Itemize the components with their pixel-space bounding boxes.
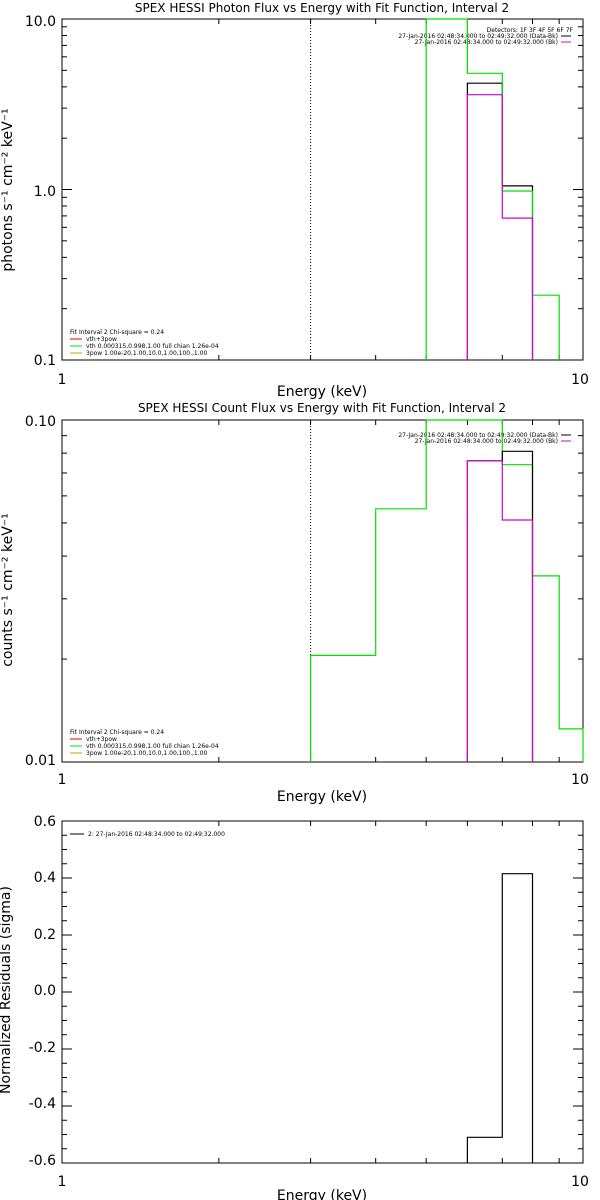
legend-entry: 27-Jan-2016 02:48:34.000 to 02:49:32.000… [415,438,558,445]
y-tick-label: 0.2 [34,927,56,943]
fit-info: vth+3pow [86,336,117,343]
y-tick-label: 0.4 [34,870,56,886]
data-series-line [466,460,534,762]
data-series-line [466,450,534,762]
legend-entry: 2: 27-Jan-2016 02:48:34.000 to 02:49:32.… [88,831,225,838]
plot-frame [61,419,584,763]
fit-info: vth 0.000315,0.998,1.00 full chian 1.26e… [86,343,219,350]
data-series-line [466,82,534,360]
legend-entry: 27-Jan-2016 02:48:34.000 to 02:49:32.000… [398,432,558,439]
fit-info: 3pow 1.00e-20,1.00,10.0,1.00,100.,1.00 [86,750,207,757]
x-axis-label: Energy (keV) [277,1188,367,1200]
x-axis-label: Energy (keV) [277,384,367,400]
y-tick-label: 0.6 [34,814,56,830]
y-tick-label: 0.1 [34,353,56,369]
x-tick-label: 1 [58,1174,67,1190]
data-series-line [466,94,534,360]
x-tick-label: 1 [58,772,67,788]
fit-info: vth 0.000315,0.998,1.00 full chian 1.26e… [86,743,219,750]
data-series-line [466,873,534,1163]
x-axis-label: Energy (keV) [277,789,367,805]
y-tick-label: -0.4 [29,1096,56,1112]
count-flux-panel: SPEX HESSI Count Flux vs Energy with Fit… [0,401,589,805]
x-tick-label: 10 [571,772,589,788]
chart-title: SPEX HESSI Photon Flux vs Energy with Fi… [135,1,509,15]
plot-frame [61,18,584,361]
x-tick-label: 10 [571,372,589,388]
fit-info: vth+3pow [86,736,117,743]
fit-info: 3pow 1.00e-20,1.00,10.0,1.00,100.,1.00 [86,350,207,357]
y-axis-label: photons s⁻¹ cm⁻² keV⁻¹ [0,108,16,271]
x-tick-label: 10 [571,1174,589,1190]
y-tick-label: 0.0 [34,983,56,999]
fit-info: Fit Interval 2 Chi-square = 0.24 [70,729,164,736]
x-tick-label: 1 [58,372,67,388]
plot-frame [61,820,584,1164]
y-tick-label: 1.0 [34,184,56,200]
legend-entry: 27-Jan-2016 02:48:34.000 to 02:49:32.000… [415,39,558,46]
data-series-line [310,419,584,762]
y-tick-label: -0.2 [29,1040,56,1056]
y-tick-label: 10.0 [25,14,56,30]
y-tick-label: -0.6 [29,1153,56,1169]
legend-entry: 27-Jan-2016 02:48:34.000 to 02:49:32.000… [398,33,558,40]
data-series-line [425,18,560,360]
residuals-panel: Energy (keV) Normalized Residuals (sigma… [0,814,589,1200]
photon-flux-panel: SPEX HESSI Photon Flux vs Energy with Fi… [0,1,589,400]
y-axis-label: counts s⁻¹ cm⁻² keV⁻¹ [0,513,16,667]
y-tick-label: 0.10 [25,414,56,430]
y-tick-label: 0.01 [25,753,56,769]
legend-header: Detectors: 1F 3F 4F 5F 6F 7F [487,27,574,34]
y-axis-label: Normalized Residuals (sigma) [0,886,14,1094]
chart-title: SPEX HESSI Count Flux vs Energy with Fit… [138,401,506,415]
fit-info: Fit Interval 2 Chi-square = 0.24 [70,329,164,336]
